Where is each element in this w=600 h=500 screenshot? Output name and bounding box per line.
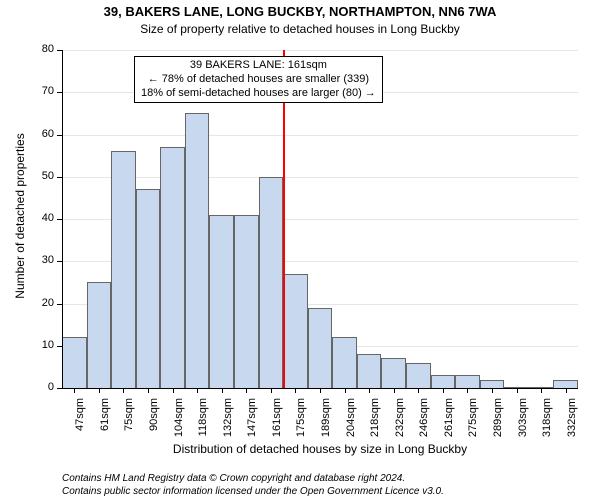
- gridline: [62, 135, 578, 136]
- x-tick-label: 61sqm: [99, 398, 111, 448]
- y-tick-label: 0: [30, 381, 54, 393]
- x-tick-label: 161sqm: [271, 398, 283, 448]
- y-tick-label: 20: [30, 297, 54, 309]
- x-tick-label: 90sqm: [148, 398, 160, 448]
- annotation-line-2: ← 78% of detached houses are smaller (33…: [141, 73, 376, 87]
- bar: [259, 177, 284, 388]
- annotation-line-1: 39 BAKERS LANE: 161sqm: [141, 59, 376, 73]
- y-tick-label: 50: [30, 170, 54, 182]
- footer-line-1: Contains HM Land Registry data © Crown c…: [62, 473, 405, 484]
- x-tick-label: 261sqm: [443, 398, 455, 448]
- x-tick-label: 147sqm: [246, 398, 258, 448]
- bar: [406, 363, 431, 388]
- x-tick-label: 289sqm: [492, 398, 504, 448]
- x-tick-label: 232sqm: [394, 398, 406, 448]
- annotation-box: 39 BAKERS LANE: 161sqm ← 78% of detached…: [134, 56, 383, 103]
- x-tick-label: 132sqm: [222, 398, 234, 448]
- bar: [160, 147, 185, 388]
- bar: [234, 215, 259, 388]
- x-tick-label: 175sqm: [295, 398, 307, 448]
- y-tick-label: 60: [30, 128, 54, 140]
- x-tick-label: 204sqm: [345, 398, 357, 448]
- chart-subtitle: Size of property relative to detached ho…: [0, 22, 600, 36]
- footer-line-2: Contains public sector information licen…: [62, 486, 444, 497]
- bar: [431, 375, 456, 388]
- x-tick-label: 318sqm: [541, 398, 553, 448]
- bar: [357, 354, 382, 388]
- bar: [185, 113, 210, 388]
- x-tick-label: 332sqm: [566, 398, 578, 448]
- x-tick-label: 47sqm: [74, 398, 86, 448]
- bar: [308, 308, 333, 388]
- gridline: [62, 50, 578, 51]
- bar: [480, 380, 505, 388]
- x-axis-line: [62, 388, 578, 389]
- x-tick-label: 246sqm: [418, 398, 430, 448]
- bar: [455, 375, 480, 388]
- y-tick-label: 10: [30, 339, 54, 351]
- bar: [381, 358, 406, 388]
- chart-container: { "title": "39, BAKERS LANE, LONG BUCKBY…: [0, 0, 600, 500]
- bar: [283, 274, 308, 388]
- gridline: [62, 177, 578, 178]
- x-tick-label: 275sqm: [467, 398, 479, 448]
- x-tick-label: 75sqm: [123, 398, 135, 448]
- chart-title: 39, BAKERS LANE, LONG BUCKBY, NORTHAMPTO…: [0, 4, 600, 19]
- y-tick-label: 30: [30, 254, 54, 266]
- y-axis-label: Number of detached properties: [13, 66, 27, 366]
- bar: [136, 189, 161, 388]
- bar: [62, 337, 87, 388]
- y-tick-label: 40: [30, 212, 54, 224]
- annotation-line-3: 18% of semi-detached houses are larger (…: [141, 87, 376, 101]
- y-tick-label: 70: [30, 85, 54, 97]
- bar: [111, 151, 136, 388]
- bar: [332, 337, 357, 388]
- x-tick-label: 104sqm: [173, 398, 185, 448]
- y-tick-label: 80: [30, 43, 54, 55]
- bar: [209, 215, 234, 388]
- bar: [87, 282, 112, 388]
- y-axis-line: [62, 50, 63, 388]
- bar: [553, 380, 578, 388]
- x-tick-label: 218sqm: [369, 398, 381, 448]
- x-tick-label: 189sqm: [320, 398, 332, 448]
- x-tick-label: 118sqm: [197, 398, 209, 448]
- x-tick-label: 303sqm: [517, 398, 529, 448]
